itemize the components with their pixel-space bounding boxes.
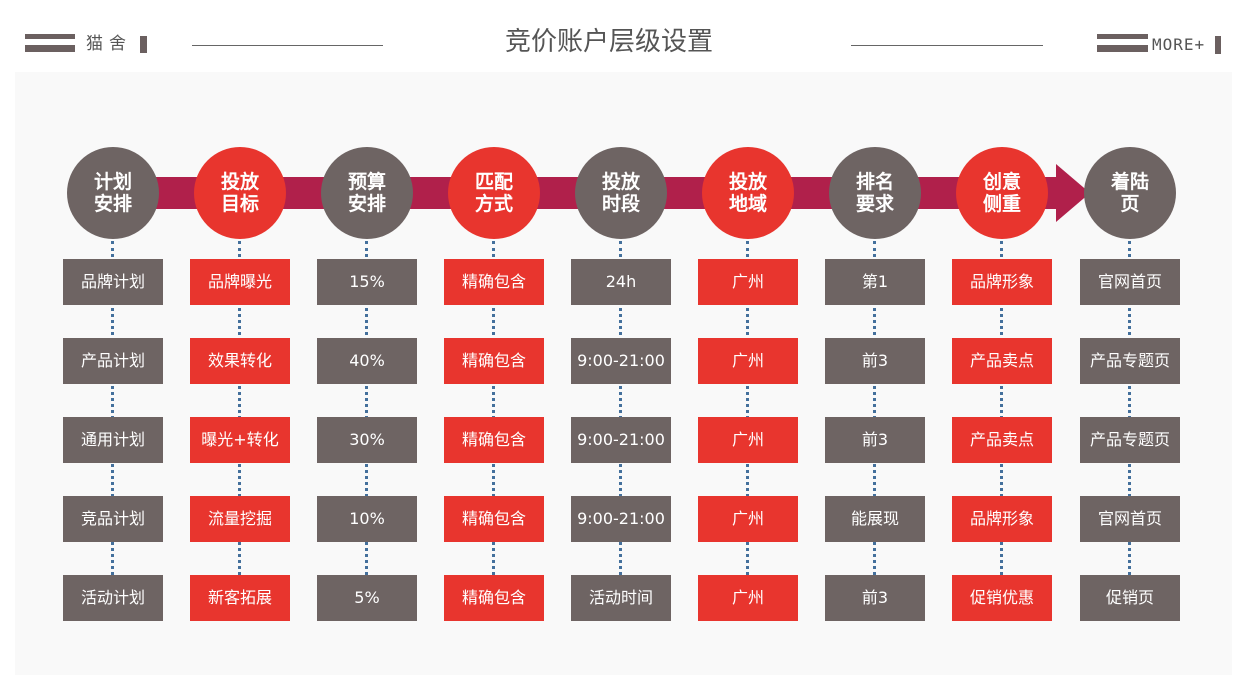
logo-bar-bottom — [25, 45, 75, 52]
stage-item: 官网首页 — [1080, 496, 1180, 542]
stage-item: 品牌曝光 — [190, 259, 290, 305]
stage-item: 产品专题页 — [1080, 417, 1180, 463]
stage-title-line: 页 — [1120, 193, 1140, 215]
stage-column-ranking: 排名 要求 第1 前3 前3 能展现 前3 — [825, 147, 925, 623]
stage-title-line: 匹配 — [474, 171, 513, 193]
stage-title-line: 时段 — [601, 193, 640, 215]
stage-item: 9:00-21:00 — [571, 338, 671, 384]
stage-title-line: 创意 — [982, 171, 1021, 193]
page-title: 竞价账户层级设置 — [504, 27, 713, 57]
stage-circle: 创意 侧重 — [956, 147, 1048, 239]
stage-item: 广州 — [698, 575, 798, 621]
arrow-head — [1056, 164, 1090, 222]
stage-circle: 投放 时段 — [575, 147, 667, 239]
stage-item: 品牌形象 — [952, 259, 1052, 305]
stage-title-line: 要求 — [855, 193, 894, 215]
stage-title-line: 计划 — [93, 171, 132, 193]
stage-item: 官网首页 — [1080, 259, 1180, 305]
stage-item: 竞品计划 — [63, 496, 163, 542]
stage-item: 9:00-21:00 — [571, 417, 671, 463]
stage-item: 品牌计划 — [63, 259, 163, 305]
stage-item: 10% — [317, 496, 417, 542]
stage-item: 15% — [317, 259, 417, 305]
more-bar-bottom — [1097, 45, 1148, 52]
stage-item: 精确包含 — [444, 259, 544, 305]
stage-item: 前3 — [825, 417, 925, 463]
stage-item: 广州 — [698, 259, 798, 305]
stage-item: 广州 — [698, 417, 798, 463]
stage-title-line: 着陆 — [1110, 171, 1149, 193]
stage-item: 广州 — [698, 338, 798, 384]
stage-item: 活动时间 — [571, 575, 671, 621]
stage-column-match-type: 匹配 方式 精确包含 精确包含 精确包含 精确包含 精确包含 — [444, 147, 544, 623]
stage-circle: 预算 安排 — [321, 147, 413, 239]
logo-mark — [140, 36, 147, 53]
stage-item: 促销优惠 — [952, 575, 1052, 621]
stage-title-line: 方式 — [474, 193, 513, 215]
stage-item: 精确包含 — [444, 575, 544, 621]
stage-item: 24h — [571, 259, 671, 305]
stage-title-line: 预算 — [347, 171, 386, 193]
stage-circle: 匹配 方式 — [448, 147, 540, 239]
stage-item: 精确包含 — [444, 496, 544, 542]
more-label: MORE+ — [1152, 35, 1206, 54]
stage-title-line: 投放 — [220, 171, 259, 193]
stage-title-line: 安排 — [93, 193, 132, 215]
stage-title-line: 侧重 — [982, 193, 1021, 215]
stage-item: 40% — [317, 338, 417, 384]
stage-item: 新客拓展 — [190, 575, 290, 621]
stage-column-region: 投放 地域 广州 广州 广州 广州 广州 — [698, 147, 798, 623]
stage-column-plan-arrangement: 计划 安排 品牌计划 产品计划 通用计划 竞品计划 活动计划 — [63, 147, 163, 623]
stage-item: 流量挖掘 — [190, 496, 290, 542]
stage-item: 精确包含 — [444, 338, 544, 384]
stage-circle: 着陆 页 — [1084, 147, 1176, 239]
stage-title-line: 排名 — [855, 171, 894, 193]
stage-item: 曝光+转化 — [190, 417, 290, 463]
stage-title-line: 地域 — [728, 193, 767, 215]
header-rule-left — [192, 45, 383, 46]
logo-text: 猫舍 — [86, 34, 132, 54]
stage-item: 精确包含 — [444, 417, 544, 463]
stage-item: 效果转化 — [190, 338, 290, 384]
stage-column-schedule: 投放 时段 24h 9:00-21:00 9:00-21:00 9:00-21:… — [571, 147, 671, 623]
stage-item: 产品专题页 — [1080, 338, 1180, 384]
header-rule-right — [851, 45, 1043, 46]
stage-item: 5% — [317, 575, 417, 621]
stage-item: 第1 — [825, 259, 925, 305]
stage-column-landing-page: 着陆 页 官网首页 产品专题页 产品专题页 官网首页 促销页 — [1080, 147, 1180, 623]
more-bar-top — [1097, 34, 1148, 39]
stage-title-line: 投放 — [601, 171, 640, 193]
stage-item: 前3 — [825, 575, 925, 621]
stage-title-line: 安排 — [347, 193, 386, 215]
stage-circle: 投放 地域 — [702, 147, 794, 239]
stage-item: 通用计划 — [63, 417, 163, 463]
stage-item: 能展现 — [825, 496, 925, 542]
stage-column-creative-focus: 创意 侧重 品牌形象 产品卖点 产品卖点 品牌形象 促销优惠 — [952, 147, 1052, 623]
stage-circle: 排名 要求 — [829, 147, 921, 239]
stage-item: 产品计划 — [63, 338, 163, 384]
stage-column-placement-goal: 投放 目标 品牌曝光 效果转化 曝光+转化 流量挖掘 新客拓展 — [190, 147, 290, 623]
stage-circle: 投放 目标 — [194, 147, 286, 239]
stage-circle: 计划 安排 — [67, 147, 159, 239]
logo-bar-top — [25, 34, 75, 39]
stage-item: 品牌形象 — [952, 496, 1052, 542]
stage-item: 产品卖点 — [952, 338, 1052, 384]
stage-item: 9:00-21:00 — [571, 496, 671, 542]
stage-item: 前3 — [825, 338, 925, 384]
stage-item: 30% — [317, 417, 417, 463]
stage-title-line: 目标 — [220, 193, 259, 215]
more-mark — [1215, 36, 1221, 54]
stage-item: 促销页 — [1080, 575, 1180, 621]
stage-item: 活动计划 — [63, 575, 163, 621]
stage-title-line: 投放 — [728, 171, 767, 193]
stage-column-budget-allocation: 预算 安排 15% 40% 30% 10% 5% — [317, 147, 417, 623]
stage-item: 广州 — [698, 496, 798, 542]
stage-item: 产品卖点 — [952, 417, 1052, 463]
